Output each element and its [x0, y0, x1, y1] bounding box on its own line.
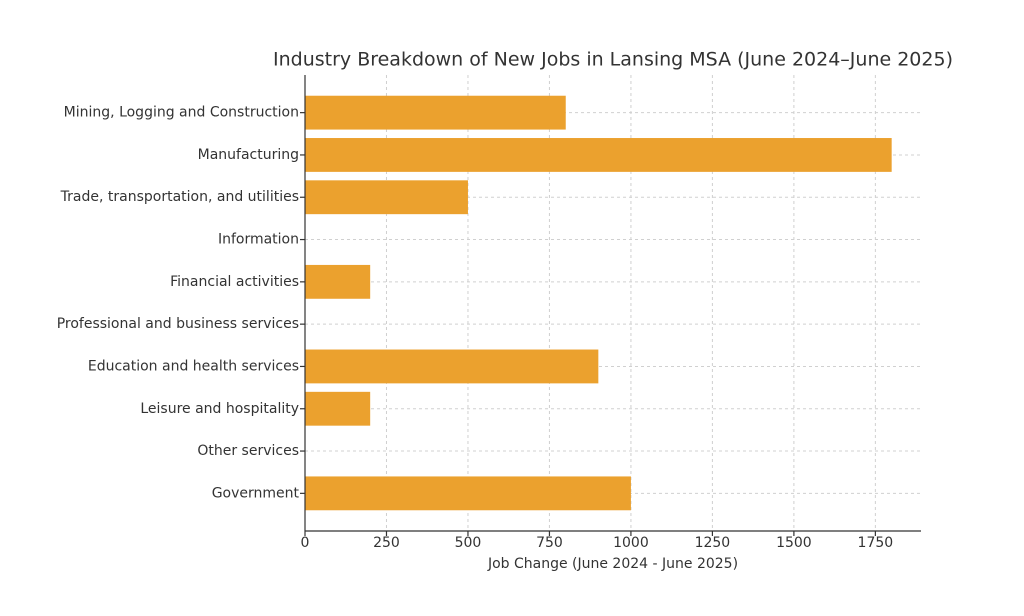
- y-tick-label: Financial activities: [170, 274, 299, 290]
- bar: [305, 391, 371, 426]
- bar: [305, 138, 892, 172]
- chart-title: Industry Breakdown of New Jobs in Lansin…: [273, 49, 953, 71]
- bar: [305, 95, 566, 130]
- x-axis-label: Job Change (June 2024 - June 2025): [487, 556, 738, 572]
- bar: [305, 180, 468, 215]
- x-tick-label: 500: [455, 535, 482, 551]
- x-tick-label: 1000: [613, 535, 649, 551]
- y-tick-label: Manufacturing: [198, 147, 299, 163]
- y-tick-label: Education and health services: [88, 358, 299, 374]
- y-tick-label: Government: [212, 485, 300, 501]
- y-tick-label: Leisure and hospitality: [140, 401, 299, 417]
- x-tick-label: 750: [536, 535, 563, 551]
- y-tick-label: Trade, transportation, and utilities: [60, 189, 299, 205]
- x-tick-label: 1750: [858, 535, 894, 551]
- x-tick-label: 0: [301, 535, 310, 551]
- bar: [305, 349, 599, 384]
- y-tick-label: Other services: [197, 443, 299, 459]
- y-tick-label: Mining, Logging and Construction: [64, 105, 299, 121]
- bar: [305, 476, 631, 511]
- x-tick-label: 1250: [695, 535, 731, 551]
- x-tick-label: 1500: [776, 535, 812, 551]
- y-tick-label: Professional and business services: [57, 316, 299, 332]
- bar: [305, 264, 371, 299]
- y-tick-label: Information: [218, 232, 299, 248]
- x-tick-label: 250: [373, 535, 400, 551]
